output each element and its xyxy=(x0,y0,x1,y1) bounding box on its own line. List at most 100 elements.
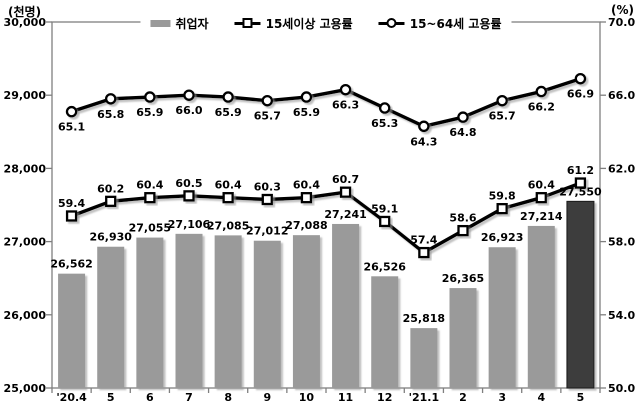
rate-15-64-value-label: 66.9 xyxy=(567,88,594,101)
circle-marker xyxy=(183,89,195,101)
right-axis-tick-label: 70.0 xyxy=(608,16,635,29)
bar-value-label: 26,930 xyxy=(89,231,132,244)
rate-15-64-value-label: 66.3 xyxy=(332,99,359,112)
rate-15plus-value-label: 60.2 xyxy=(97,182,124,195)
circle-line-swatch xyxy=(378,18,405,28)
x-axis-category-label: 4 xyxy=(537,391,545,404)
rate-15-64-value-label: 65.7 xyxy=(489,110,516,123)
x-axis-category-label: 7 xyxy=(185,391,193,404)
rate-15plus-value-label: 59.1 xyxy=(371,202,398,215)
bar xyxy=(292,235,320,388)
right-axis-unit-label: (%) xyxy=(611,3,634,17)
bar xyxy=(371,276,399,388)
bar-value-label: 27,550 xyxy=(559,185,602,198)
x-axis-category-label: 10 xyxy=(299,391,315,404)
circle-marker xyxy=(300,91,313,103)
square-marker xyxy=(496,203,508,215)
left-axis-tick-label: 26,000 xyxy=(4,309,47,322)
legend-label-rate-15plus: 15세이상 고용률 xyxy=(265,16,353,31)
left-axis-tick-label: 28,000 xyxy=(4,162,47,175)
square-marker xyxy=(222,192,234,204)
circle-marker xyxy=(457,111,469,123)
bar-value-label: 27,088 xyxy=(285,219,327,232)
rate-15-64-value-label: 66.2 xyxy=(528,101,555,114)
rate-15-64-value-label: 65.8 xyxy=(97,108,124,121)
legend-item-rate-15plus: 15세이상 고용률 xyxy=(234,15,353,32)
x-axis-category-label: 6 xyxy=(146,391,154,404)
circle-marker xyxy=(418,120,430,133)
rate-15plus-value-label: 60.4 xyxy=(136,179,163,192)
bar xyxy=(253,240,281,388)
rate-15plus-value-label: 60.4 xyxy=(293,179,320,192)
rate-15plus-value-label: 57.4 xyxy=(410,234,437,247)
right-axis-tick-label: 62.0 xyxy=(608,162,635,175)
square-marker xyxy=(105,195,117,207)
rate-15-64-value-label: 64.8 xyxy=(449,126,476,139)
left-axis-tick-label: 30,000 xyxy=(4,16,47,29)
circle-marker xyxy=(65,105,78,118)
bar-value-label: 26,923 xyxy=(481,231,523,244)
circle-marker xyxy=(261,94,274,107)
bar-value-label: 27,106 xyxy=(168,218,211,231)
circle-marker xyxy=(535,85,548,98)
rate-15plus-value-label: 60.4 xyxy=(215,179,242,192)
rate-15-64-value-label: 65.1 xyxy=(58,121,85,134)
rate-15plus-value-label: 60.3 xyxy=(254,181,281,194)
x-axis-category-label: 8 xyxy=(224,391,232,404)
rate-15-64-value-label: 65.9 xyxy=(215,106,242,119)
circle-marker xyxy=(339,83,352,96)
line-rate-15plus xyxy=(69,181,583,255)
square-marker xyxy=(183,190,195,202)
rate-15plus-value-label: 58.6 xyxy=(449,212,476,225)
left-axis-unit-label: (천명) xyxy=(8,5,42,19)
bar xyxy=(488,247,516,388)
bar xyxy=(175,233,203,388)
square-marker xyxy=(339,186,352,198)
circle-marker xyxy=(496,94,508,107)
bar xyxy=(449,288,477,388)
rate-15-64-value-label: 65.9 xyxy=(293,106,320,119)
rate-15-64-value-label: 64.3 xyxy=(410,135,437,148)
x-axis-category-label: 2 xyxy=(459,391,467,404)
rate-15plus-value-label: 61.2 xyxy=(567,164,594,177)
legend-item-rate-15-64: 15~64세 고용률 xyxy=(378,15,502,32)
legend-item-employed: 취업자 xyxy=(150,15,209,32)
right-axis-tick-label: 58.0 xyxy=(608,236,635,249)
circle-marker-icon xyxy=(386,18,397,28)
left-axis-tick-label: 29,000 xyxy=(4,89,47,102)
left-axis-tick-label: 27,000 xyxy=(4,236,47,249)
legend-label-employed: 취업자 xyxy=(175,16,209,31)
bar-value-label: 25,818 xyxy=(403,312,445,325)
square-marker xyxy=(379,215,391,228)
bar-value-label: 27,012 xyxy=(246,225,288,238)
x-axis-category-label: 3 xyxy=(498,391,506,404)
rate-15-64-value-label: 66.0 xyxy=(175,104,202,117)
rate-15plus-value-label: 59.4 xyxy=(58,197,85,210)
x-axis-category-label: 11 xyxy=(338,391,353,404)
circle-marker xyxy=(378,102,391,114)
x-axis-category-label: 5 xyxy=(107,391,115,404)
rate-15plus-value-label: 60.5 xyxy=(175,177,202,190)
square-marker xyxy=(574,177,587,189)
rate-15-64-value-label: 65.3 xyxy=(371,117,398,130)
x-axis-category-label: '20.4 xyxy=(56,391,87,404)
bar-value-label: 27,241 xyxy=(324,208,366,221)
left-axis-tick-label: 25,000 xyxy=(4,382,47,395)
square-marker xyxy=(65,210,78,222)
bar xyxy=(97,246,125,388)
square-marker xyxy=(300,192,313,204)
square-marker xyxy=(144,192,156,204)
rate-15-64-value-label: 65.7 xyxy=(254,110,281,123)
bar xyxy=(332,223,360,388)
legend-label-rate-15-64: 15~64세 고용률 xyxy=(409,16,502,31)
bar xyxy=(58,273,86,388)
x-axis-category-label: 9 xyxy=(263,391,271,404)
bar-series-swatch xyxy=(150,19,171,27)
rate-15plus-value-label: 59.8 xyxy=(489,190,516,203)
bar-value-label: 27,085 xyxy=(207,219,249,232)
circle-marker xyxy=(144,91,156,103)
bar-value-label: 27,055 xyxy=(129,222,171,235)
x-axis-category-label: 5 xyxy=(577,391,585,404)
square-line-swatch xyxy=(234,18,261,28)
